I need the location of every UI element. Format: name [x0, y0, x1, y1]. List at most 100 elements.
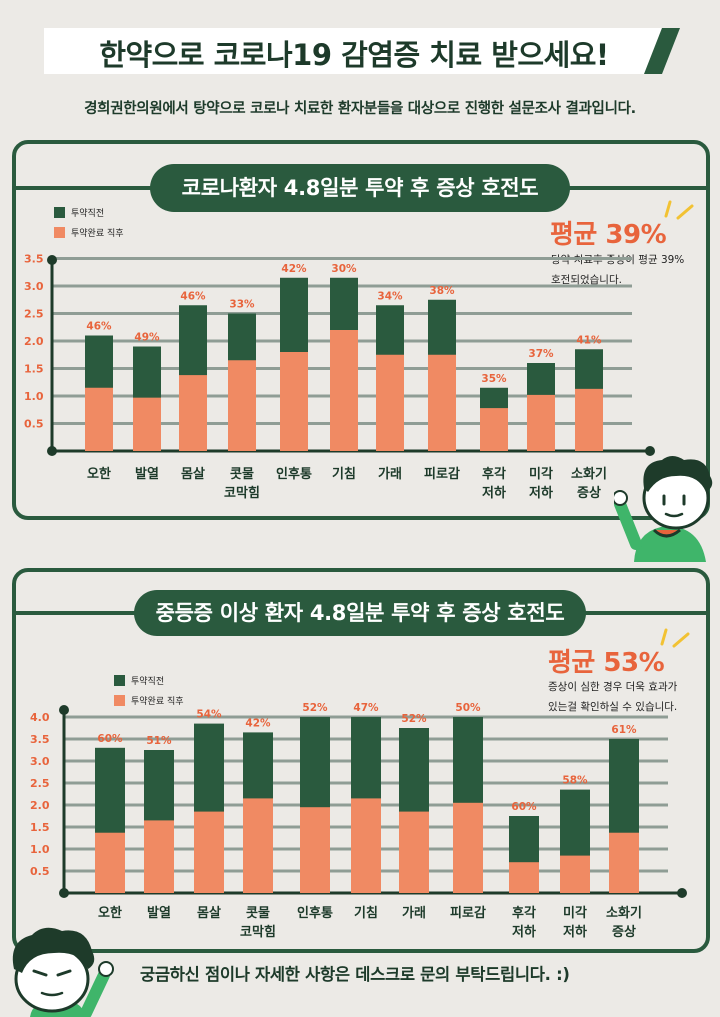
bar-after: [453, 802, 483, 893]
bar-after: [609, 832, 639, 893]
x-tick-label: 소화기: [571, 466, 607, 482]
page-title: 한약으로 코로나19 감염증 치료 받으세요!: [99, 38, 609, 72]
legend-label-before: 투약직전: [131, 676, 165, 687]
legend-label-before: 투약직전: [71, 208, 105, 219]
bar-after: [330, 330, 358, 451]
legend-item-before: 투약직전: [114, 670, 184, 690]
bar-after: [300, 807, 330, 893]
x-tick-label: 증상: [577, 486, 601, 501]
bar-data-label: 41%: [576, 334, 602, 346]
x-tick-label: 저하: [529, 485, 553, 501]
x-tick-label: 저하: [512, 924, 536, 940]
bar-after: [243, 798, 273, 893]
axis-end-dot: [645, 446, 655, 456]
bar-after: [428, 354, 456, 451]
x-tick-label: 인후통: [276, 466, 312, 482]
bar-data-label: 51%: [146, 735, 172, 747]
bar-data-label: 35%: [481, 373, 507, 385]
bar-after: [575, 388, 603, 451]
bar-data-label: 60%: [511, 801, 537, 813]
x-tick-label: 후각: [482, 466, 506, 482]
y-tick-label: 1.0: [30, 843, 50, 856]
title-banner: 한약으로 코로나19 감염증 치료 받으세요!: [44, 24, 680, 82]
bar-data-label: 60%: [97, 733, 123, 745]
bar-after: [376, 354, 404, 451]
bar-after: [480, 408, 508, 451]
chart-2-average-desc: 증상이 심한 경우 더욱 효과가 있는걸 확인하실 수 있습니다.: [548, 677, 677, 717]
bar-data-label: 61%: [611, 724, 637, 736]
bar-data-label: 49%: [134, 332, 160, 344]
bar-data-label: 42%: [281, 263, 307, 275]
axis-origin-dot: [47, 446, 57, 456]
x-tick-label: 몸살: [197, 905, 221, 921]
legend-item-after: 투약완료 직후: [54, 222, 124, 242]
legend-item-before: 투약직전: [54, 202, 124, 222]
bar-data-label: 47%: [353, 702, 379, 714]
x-tick-label: 오한: [87, 466, 111, 482]
x-tick-label: 가래: [402, 906, 426, 921]
chart-2-legend: 투약직전 투약완료 직후: [114, 670, 184, 710]
bar-data-label: 54%: [196, 709, 222, 721]
legend-label-after: 투약완료 직후: [71, 228, 124, 239]
x-tick-label: 발열: [135, 466, 159, 482]
bar-data-label: 58%: [562, 775, 588, 787]
bar-after: [194, 811, 224, 893]
y-tick-label: 2.5: [30, 777, 50, 790]
mascot-character-icon: [12, 927, 114, 1017]
chart-1-legend: 투약직전 투약완료 직후: [54, 202, 124, 242]
bar-data-label: 50%: [455, 702, 481, 714]
sparkle-icon: [664, 200, 694, 220]
y-tick-label: 0.5: [24, 418, 44, 431]
x-tick-label: 발열: [147, 905, 171, 921]
bar-data-label: 46%: [180, 290, 206, 302]
x-tick-label: 저하: [482, 485, 506, 501]
sparkle-icon: [660, 628, 690, 648]
bar-data-label: 33%: [229, 299, 255, 311]
bar-after: [509, 862, 539, 893]
x-tick-label: 증상: [612, 925, 636, 940]
banner-shape: [44, 28, 680, 74]
y-tick-label: 2.5: [24, 308, 44, 321]
legend-item-after: 투약완료 직후: [114, 690, 184, 710]
axis-end-dot: [47, 255, 57, 265]
y-tick-label: 1.5: [24, 363, 44, 376]
x-tick-label: 기침: [354, 905, 378, 921]
bar-after: [280, 352, 308, 451]
x-tick-label: 인후통: [297, 905, 333, 921]
x-tick-label: 피로감: [450, 906, 486, 921]
bar-data-label: 30%: [331, 263, 357, 275]
y-tick-label: 3.5: [30, 733, 50, 746]
bar-data-label: 46%: [86, 321, 112, 333]
bar-after: [179, 375, 207, 451]
average-desc-line: 호전되었습니다.: [551, 274, 622, 286]
axis-origin-dot: [59, 888, 69, 898]
x-tick-label: 코막힘: [240, 924, 276, 940]
bar-after: [133, 397, 161, 451]
bar-after: [560, 855, 590, 893]
y-tick-label: 2.0: [24, 335, 44, 348]
x-tick-label: 기침: [332, 466, 356, 482]
average-desc-line: 증상이 심한 경우 더욱 효과가: [548, 681, 678, 693]
bar-after: [85, 387, 113, 451]
x-tick-label: 몸살: [181, 466, 205, 482]
y-tick-label: 4.0: [30, 711, 50, 724]
axis-end-dot: [677, 888, 687, 898]
mascot-character-icon: [614, 456, 713, 562]
bar-data-label: 52%: [302, 702, 328, 714]
x-tick-label: 콧물: [246, 906, 270, 921]
chart-2-average: 평균 53%: [548, 648, 665, 678]
chart-2-title: 중등증 이상 환자 4.8일분 투약 후 증상 호전도: [134, 590, 586, 636]
x-tick-label: 소화기: [606, 905, 642, 921]
chart-1-title: 코로나환자 4.8일분 투약 후 증상 호전도: [150, 164, 570, 212]
legend-label-after: 투약완료 직후: [131, 696, 184, 707]
footer-text: 궁금하신 점이나 자세한 사항은 데스크로 문의 부탁드립니다. :): [140, 965, 570, 984]
x-tick-label: 미각: [563, 905, 587, 921]
y-tick-label: 3.0: [30, 755, 50, 768]
bar-after: [399, 811, 429, 893]
bar-data-label: 37%: [528, 348, 554, 360]
x-tick-label: 미각: [529, 466, 553, 482]
x-tick-label: 가래: [378, 467, 402, 482]
bar-data-label: 52%: [401, 713, 427, 725]
x-tick-label: 콧물: [230, 467, 254, 482]
